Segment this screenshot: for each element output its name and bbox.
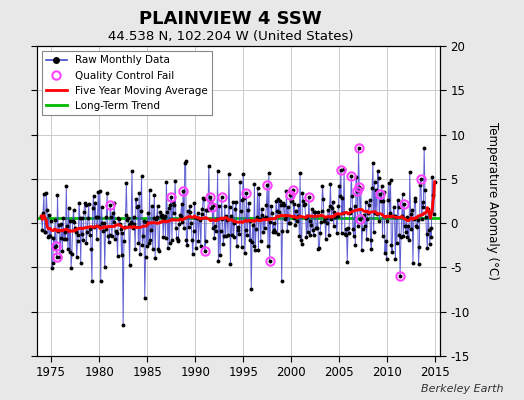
- Text: Berkeley Earth: Berkeley Earth: [421, 384, 503, 394]
- Text: PLAINVIEW 4 SSW: PLAINVIEW 4 SSW: [139, 10, 322, 28]
- Legend: Raw Monthly Data, Quality Control Fail, Five Year Moving Average, Long-Term Tren: Raw Monthly Data, Quality Control Fail, …: [42, 51, 212, 115]
- Text: 44.538 N, 102.204 W (United States): 44.538 N, 102.204 W (United States): [108, 30, 353, 43]
- Y-axis label: Temperature Anomaly (°C): Temperature Anomaly (°C): [486, 122, 499, 280]
